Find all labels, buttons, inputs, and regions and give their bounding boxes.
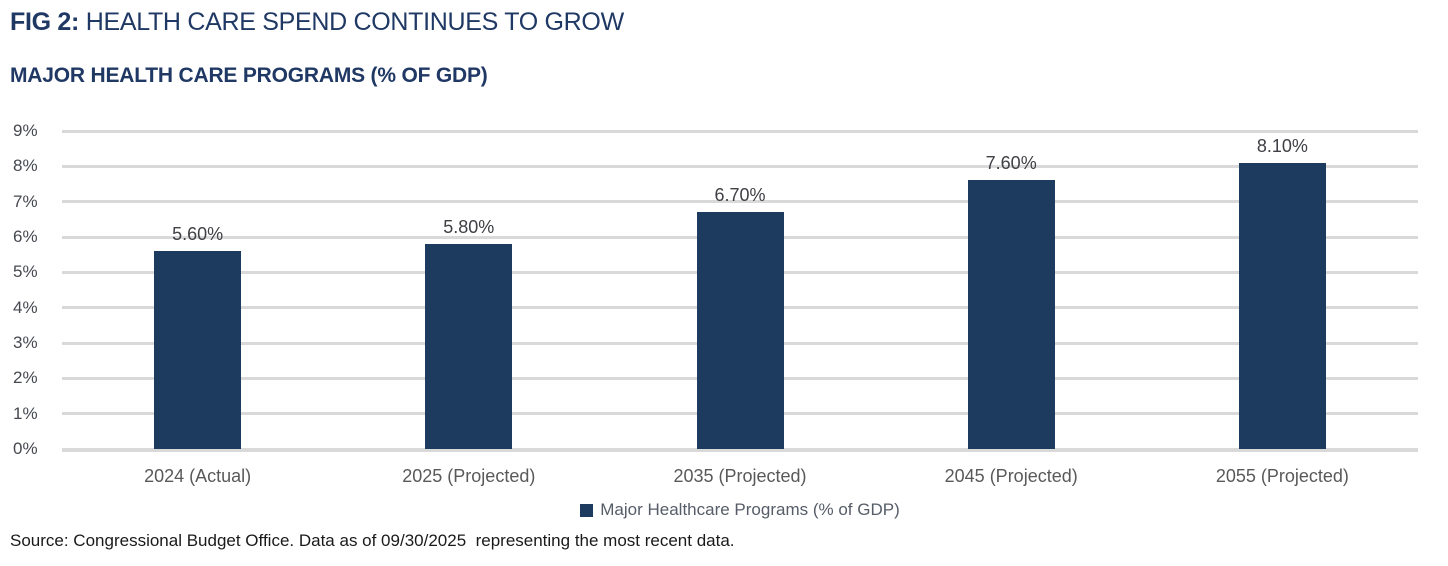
- bar-value-label: 5.60%: [172, 224, 224, 245]
- y-tick-label: 0%: [13, 439, 38, 458]
- figure-title-text: HEALTH CARE SPEND CONTINUES TO GROW: [79, 8, 624, 36]
- bar: [1238, 162, 1326, 449]
- y-tick-label: 8%: [13, 156, 38, 176]
- bar-chart: 0% 1% 2% 3% 4% 5% 6% 7% 8% 9% 5.60% 2024 (Actual) 5.…: [0, 118, 1448, 493]
- bar-value-label: 8.10%: [1256, 135, 1308, 156]
- legend-swatch-icon: [580, 503, 594, 517]
- gridline: [62, 164, 1418, 168]
- y-tick-label: 6%: [13, 227, 38, 246]
- x-tick-label: 2045 (Projected): [944, 466, 1078, 486]
- legend-label: Major Healthcare Programs (% of GDP): [600, 500, 900, 519]
- x-tick-label: 2025 (Projected): [402, 466, 536, 486]
- bar: [696, 212, 784, 449]
- gridline: [62, 129, 1418, 133]
- bar-value-label: 6.70%: [714, 185, 766, 206]
- chart-legend: Major Healthcare Programs (% of GDP): [62, 500, 1418, 520]
- x-tick-label: 2024 (Actual): [144, 466, 252, 486]
- figure-number: FIG 2:: [10, 8, 80, 36]
- chart-subtitle: MAJOR HEALTH CARE PROGRAMS (% OF GDP): [10, 64, 488, 87]
- source-note: Source: Congressional Budget Office. Dat…: [10, 531, 735, 550]
- gridline: [62, 200, 1418, 204]
- y-tick-label: 3%: [13, 333, 38, 352]
- x-tick-label: 2035 (Projected): [673, 466, 807, 486]
- x-tick-label: 2055 (Projected): [1215, 466, 1349, 486]
- x-axis-baseline: [62, 447, 1418, 452]
- bar: [425, 244, 513, 449]
- bar: [967, 180, 1055, 449]
- bar-value-label: 5.80%: [443, 217, 495, 238]
- y-tick-label: 1%: [13, 403, 38, 423]
- y-tick-label: 7%: [13, 191, 38, 211]
- bar: [154, 251, 242, 449]
- y-tick-label: 9%: [13, 121, 38, 140]
- y-tick-label: 2%: [13, 368, 38, 388]
- bar-value-label: 7.60%: [985, 153, 1037, 174]
- y-tick-label: 5%: [13, 262, 38, 282]
- y-tick-label: 4%: [13, 297, 38, 317]
- figure-title: FIG 2: HEALTH CARE SPEND CONTINUES TO GR…: [10, 8, 624, 37]
